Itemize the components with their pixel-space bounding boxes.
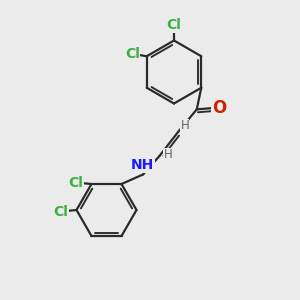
Text: O: O (212, 99, 227, 117)
Text: Cl: Cl (167, 18, 182, 32)
Text: Cl: Cl (125, 47, 140, 61)
Text: H: H (180, 119, 189, 132)
Text: H: H (164, 148, 172, 161)
Text: NH: NH (131, 158, 154, 172)
Text: Cl: Cl (53, 205, 68, 218)
Text: Cl: Cl (68, 176, 83, 190)
